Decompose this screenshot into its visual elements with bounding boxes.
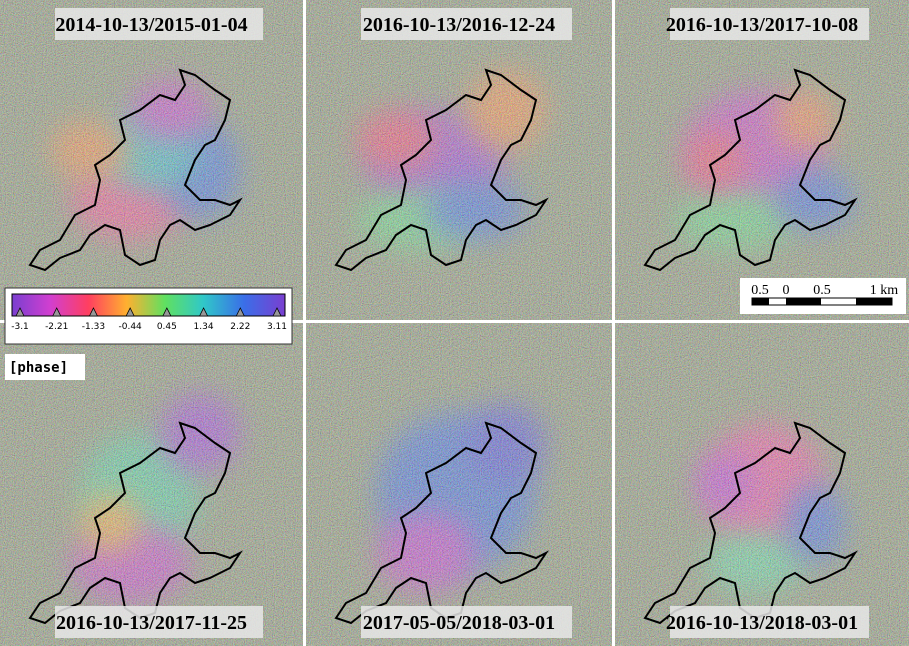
colorbar-tick-label: -2.21 [45, 322, 68, 332]
panel-title: 2017-05-05/2018-03-01 [363, 612, 555, 634]
panel-image [615, 323, 909, 646]
noise [306, 323, 612, 646]
panel: 2014-10-13/2015-01-04 [0, 0, 303, 320]
scale-bar: 0.5 0 0.5 1 km [740, 278, 906, 314]
panel: 2017-05-05/2018-03-01 [306, 323, 612, 646]
figure: 2014-10-13/2015-01-04 2016-10-13/2016-12-… [0, 0, 909, 646]
scale-label: 1 km [870, 283, 899, 298]
panel: 2016-10-13/2018-03-01 [615, 323, 909, 646]
panel-title: 2016-10-13/2017-11-25 [56, 612, 247, 634]
panel-title: 2016-10-13/2016-12-24 [363, 14, 555, 36]
colorbar-unit: [phase] [9, 360, 68, 376]
colorbar-tick-label: 3.11 [267, 322, 287, 332]
panel-image [615, 0, 909, 320]
noise [306, 0, 612, 320]
scale-bar-seg [786, 298, 821, 305]
scale-bar-seg [856, 298, 892, 305]
scale-label: 0.5 [751, 283, 769, 298]
scale-label: 0.5 [813, 283, 831, 298]
scale-label: 0 [783, 283, 790, 298]
panel-image [306, 323, 612, 646]
noise [615, 0, 909, 320]
colorbar-tick-label: 1.34 [194, 322, 214, 332]
colorbar-ramp [12, 294, 285, 316]
colorbar-tick-label: 2.22 [230, 322, 250, 332]
noise [615, 323, 909, 646]
panel: 2016-10-13/2017-10-08 [615, 0, 909, 320]
panel-title: 2016-10-13/2017-10-08 [666, 14, 858, 36]
panel-image [306, 0, 612, 320]
colorbar-tick-label: -1.33 [82, 322, 105, 332]
colorbar-tick-label: -0.44 [118, 322, 142, 332]
colorbar: -3.1 -2.21 -1.33 -0.44 0.45 1.34 2.22 3.11 [5, 288, 292, 344]
scale-bar-seg [752, 298, 769, 305]
colorbar-tick-label: -3.1 [11, 322, 29, 332]
panel-title: 2014-10-13/2015-01-04 [55, 14, 247, 36]
panel-image [0, 0, 303, 320]
panel: 2016-10-13/2016-12-24 [306, 0, 612, 320]
colorbar-tick-label: 0.45 [157, 322, 177, 332]
noise [0, 0, 303, 320]
panel-title: 2016-10-13/2018-03-01 [666, 612, 858, 634]
